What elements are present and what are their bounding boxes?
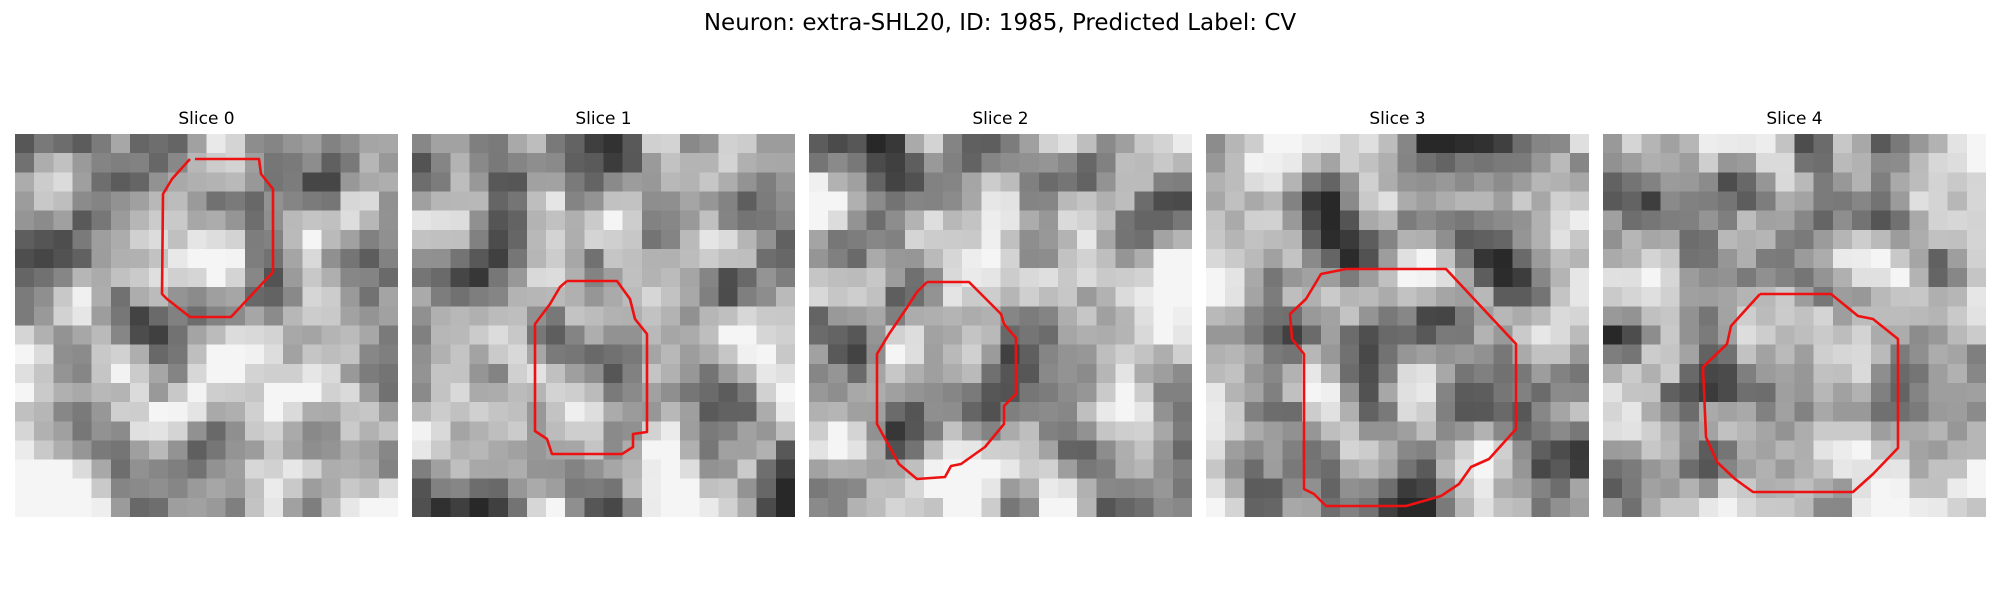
slice-image-0 [15,134,398,517]
slice-panel-1: Slice 1 [412,108,795,517]
slice-image-2 [809,134,1192,517]
slice-title: Slice 2 [809,108,1192,130]
slice-panel-3: Slice 3 [1206,108,1589,517]
slice-title: Slice 1 [412,108,795,130]
slice-image-1 [412,134,795,517]
slice-image-3 [1206,134,1589,517]
slice-panel-4: Slice 4 [1603,108,1986,517]
slice-image-4 [1603,134,1986,517]
figure-title: Neuron: extra-SHL20, ID: 1985, Predicted… [0,8,2000,38]
slice-title: Slice 0 [15,108,398,130]
slice-panel-2: Slice 2 [809,108,1192,517]
slice-title: Slice 4 [1603,108,1986,130]
slice-title: Slice 3 [1206,108,1589,130]
slice-panel-0: Slice 0 [15,108,398,517]
